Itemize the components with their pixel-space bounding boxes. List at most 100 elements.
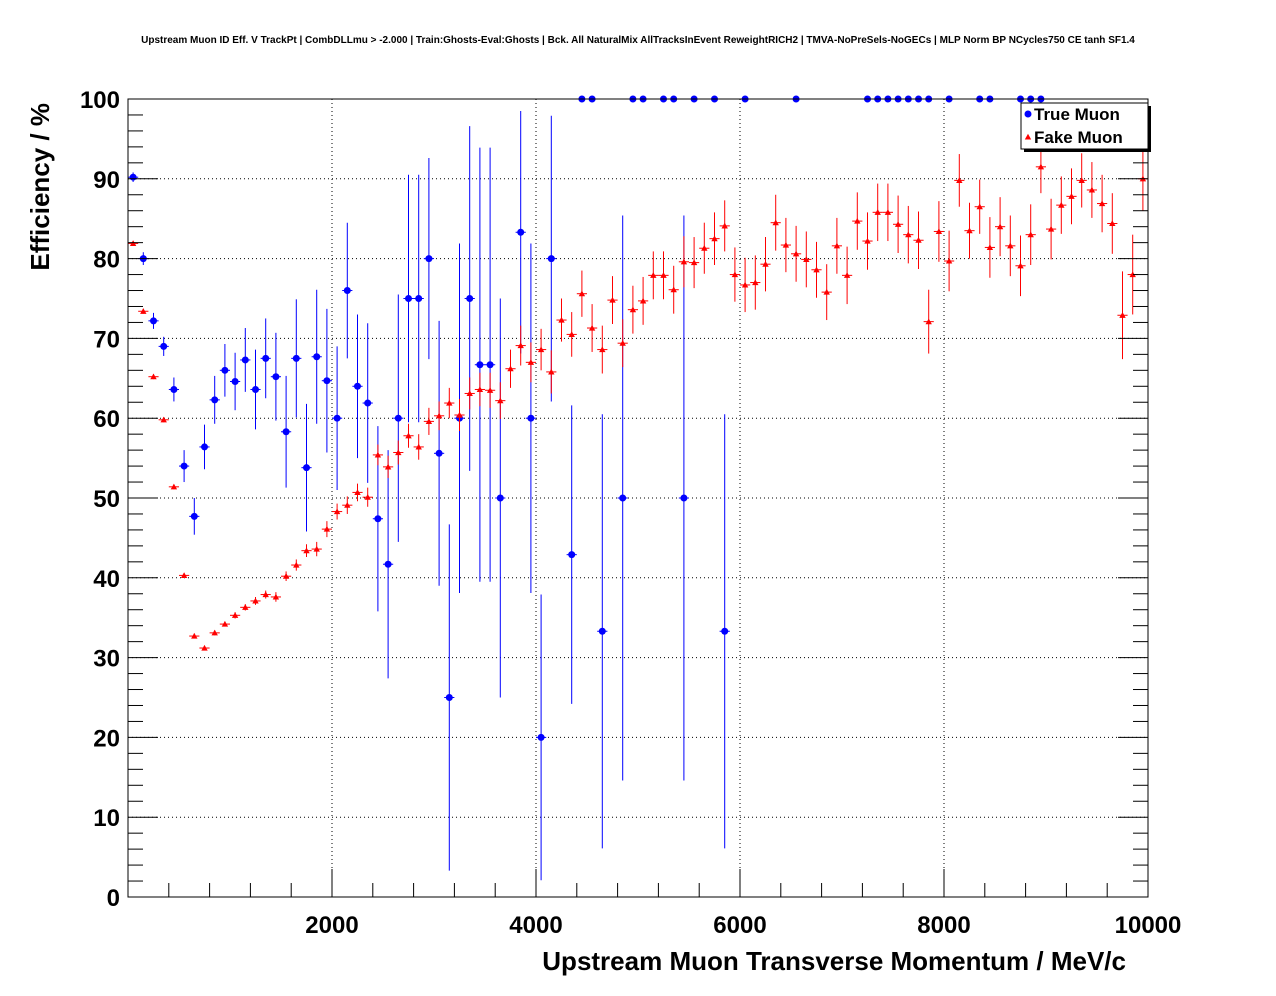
data-point	[179, 450, 190, 483]
marker-triangle	[1017, 262, 1024, 269]
x-tick-label: 10000	[1115, 912, 1182, 939]
marker-triangle	[884, 209, 892, 215]
marker-triangle	[507, 365, 514, 372]
data-point	[393, 294, 404, 542]
legend-label-fake-muon: Fake Muon	[1034, 128, 1123, 147]
marker-triangle	[150, 373, 157, 380]
data-point	[1107, 193, 1118, 254]
marker-triangle	[242, 604, 249, 610]
marker-circle	[394, 414, 402, 422]
data-point	[587, 304, 598, 352]
data-point	[903, 205, 914, 264]
marker-triangle	[333, 508, 341, 515]
data-point	[434, 401, 445, 431]
marker-triangle	[650, 272, 657, 278]
marker-triangle	[996, 223, 1004, 230]
data-point	[372, 444, 383, 466]
data-point	[536, 328, 547, 371]
data-point	[933, 201, 944, 262]
x-axis-label: Upstream Muon Transverse Momentum / MeV/…	[542, 946, 1126, 976]
data-point	[270, 332, 281, 421]
y-tick-label: 60	[93, 406, 120, 433]
data-point	[515, 110, 526, 354]
data-point	[974, 179, 985, 234]
data-point	[944, 230, 955, 292]
marker-triangle	[905, 231, 912, 238]
marker-triangle	[935, 228, 943, 235]
data-point	[240, 604, 251, 611]
data-point	[709, 212, 720, 265]
marker-triangle	[1037, 163, 1045, 170]
marker-triangle	[1007, 242, 1014, 249]
data-point	[617, 319, 628, 368]
marker-triangle	[976, 203, 983, 210]
marker-triangle	[252, 597, 259, 604]
marker-circle	[190, 512, 198, 520]
marker-triangle	[568, 331, 575, 337]
data-point	[505, 349, 516, 388]
marker-triangle	[527, 359, 535, 365]
marker-triangle	[211, 629, 218, 636]
data-point	[444, 387, 455, 419]
marker-triangle	[548, 368, 555, 375]
data-point	[352, 314, 363, 459]
data-point	[301, 403, 312, 532]
data-point	[852, 192, 863, 250]
marker-circle	[568, 551, 576, 559]
marker-circle	[221, 366, 229, 374]
data-point	[842, 246, 853, 305]
data-point	[434, 320, 445, 586]
series-fake-muon	[128, 140, 1148, 651]
data-point	[423, 158, 434, 360]
marker-triangle	[537, 346, 545, 353]
marker-triangle	[1047, 225, 1055, 232]
legend-marker-true-muon	[1024, 110, 1032, 118]
data-point	[995, 197, 1006, 257]
marker-circle	[547, 255, 555, 263]
y-tick-label: 0	[107, 885, 120, 912]
data-point	[1117, 271, 1128, 360]
data-point	[474, 147, 485, 582]
data-point	[168, 483, 179, 490]
data-point	[627, 285, 638, 334]
marker-circle	[527, 414, 535, 422]
legend-marker-fake-muon	[1024, 133, 1032, 140]
data-point	[403, 174, 414, 423]
data-point	[791, 225, 802, 282]
legend-label-true-muon: True Muon	[1034, 105, 1120, 124]
data-point	[1005, 215, 1016, 277]
data-point	[413, 434, 424, 460]
data-points	[128, 95, 1148, 881]
marker-triangle	[660, 272, 667, 278]
data-point	[566, 312, 577, 357]
marker-triangle	[925, 318, 932, 325]
data-point	[658, 251, 669, 300]
marker-triangle	[476, 386, 484, 393]
x-tick-labels: 2000 4000 6000 8000 10000	[305, 912, 1181, 939]
marker-circle	[160, 342, 168, 350]
data-point	[464, 126, 475, 471]
data-point	[638, 276, 649, 325]
data-point	[607, 276, 618, 325]
marker-circle	[282, 428, 290, 436]
marker-triangle	[741, 281, 749, 288]
marker-triangle	[405, 432, 412, 439]
marker-triangle	[752, 279, 759, 286]
data-point	[250, 349, 261, 430]
marker-triangle	[690, 259, 698, 266]
data-point	[984, 217, 995, 278]
marker-circle	[211, 396, 219, 404]
data-point	[219, 343, 230, 397]
data-point	[964, 202, 975, 259]
data-point	[281, 375, 292, 488]
marker-triangle	[170, 483, 178, 490]
marker-circle	[201, 443, 208, 451]
data-point	[444, 524, 455, 871]
marker-circle	[313, 353, 321, 361]
marker-triangle	[1068, 193, 1075, 199]
marker-circle	[323, 377, 331, 385]
data-point	[913, 211, 924, 269]
data-point	[750, 255, 761, 310]
data-point	[158, 336, 169, 356]
data-point	[1066, 168, 1077, 225]
